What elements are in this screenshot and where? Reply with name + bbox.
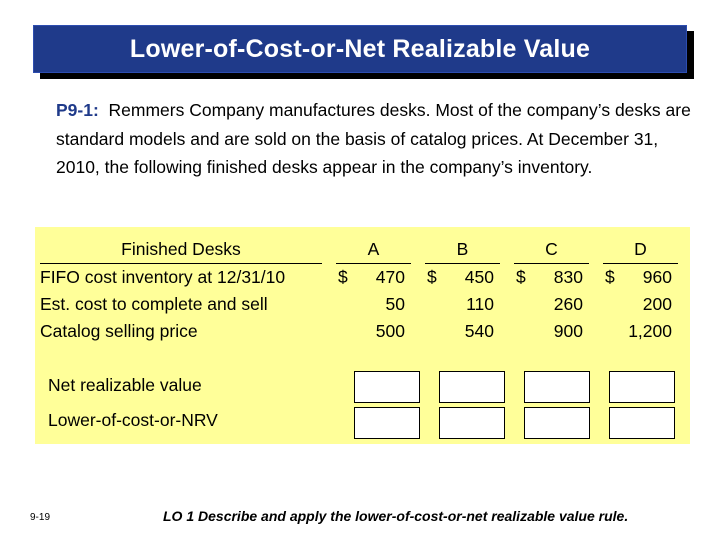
row-label: FIFO cost inventory at 12/31/10 <box>40 267 286 287</box>
cell-value: 200 <box>642 294 672 314</box>
row-label: Catalog selling price <box>40 321 198 341</box>
nrv-answer-box-c[interactable] <box>524 371 590 403</box>
row-label: Est. cost to complete and sell <box>40 294 268 314</box>
cell-value: 960 <box>642 267 672 287</box>
cell-value: 260 <box>553 294 583 314</box>
table-row: FIFO cost inventory at 12/31/10 $470 $45… <box>40 264 678 292</box>
table-header-row: Finished Desks A B C D <box>40 235 678 264</box>
learning-objective: LO 1 Describe and apply the lower-of-cos… <box>163 508 629 524</box>
lcnrv-answer-box-a[interactable] <box>354 407 420 439</box>
cell-value: 110 <box>466 294 494 314</box>
lcnrv-answer-box-d[interactable] <box>609 407 675 439</box>
currency-symbol: $ <box>605 267 615 287</box>
currency-symbol: $ <box>338 267 348 287</box>
header-desk-a: A <box>336 235 411 264</box>
cell-value: 830 <box>553 267 583 287</box>
problem-statement: P9-1: Remmers Company manufactures desks… <box>56 96 696 182</box>
title-banner: Lower-of-Cost-or-Net Realizable Value <box>33 25 687 73</box>
cell-value: 540 <box>464 321 494 341</box>
nrv-answer-box-b[interactable] <box>439 371 505 403</box>
currency-symbol: $ <box>516 267 526 287</box>
cell-value: 450 <box>464 267 494 287</box>
nrv-answer-box-d[interactable] <box>609 371 675 403</box>
currency-symbol: $ <box>427 267 437 287</box>
cell-value: 50 <box>385 294 405 314</box>
lcnrv-answer-box-c[interactable] <box>524 407 590 439</box>
header-desk-c: C <box>514 235 589 264</box>
cell-value: 900 <box>553 321 583 341</box>
inventory-table: Finished Desks A B C D FIFO cost invento… <box>40 235 678 345</box>
nrv-label: Net realizable value <box>48 375 202 395</box>
header-desk-d: D <box>603 235 678 264</box>
table-row: Catalog selling price 500 540 900 1,200 <box>40 318 678 345</box>
lcnrv-label: Lower-of-cost-or-NRV <box>48 410 218 430</box>
table-row: Est. cost to complete and sell 50 110 26… <box>40 291 678 318</box>
slide-number: 9-19 <box>30 512 51 523</box>
slide-title: Lower-of-Cost-or-Net Realizable Value <box>129 34 591 63</box>
header-finished-desks: Finished Desks <box>40 235 322 264</box>
nrv-answer-box-a[interactable] <box>354 371 420 403</box>
problem-label: P9-1: <box>56 100 99 120</box>
problem-text: Remmers Company manufactures desks. Most… <box>56 100 691 177</box>
cell-value: 470 <box>375 267 405 287</box>
cell-value: 500 <box>375 321 405 341</box>
header-desk-b: B <box>425 235 500 264</box>
lcnrv-answer-box-b[interactable] <box>439 407 505 439</box>
cell-value: 1,200 <box>628 321 672 341</box>
inventory-panel: Finished Desks A B C D FIFO cost invento… <box>35 227 690 444</box>
